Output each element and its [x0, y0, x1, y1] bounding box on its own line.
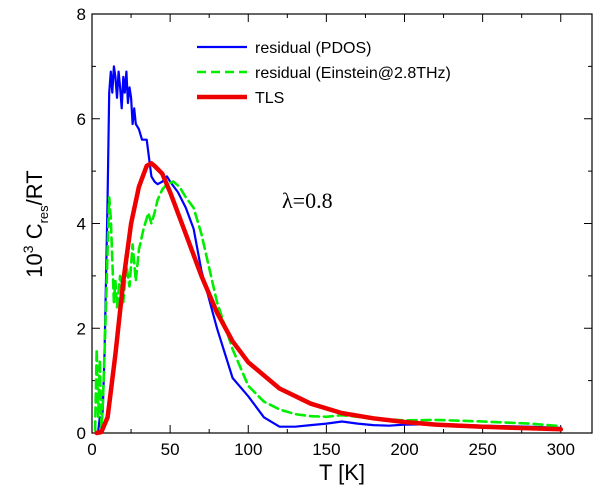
legend-label-2: TLS: [255, 90, 284, 107]
x-tick-label: 150: [312, 440, 340, 459]
y-axis-title-suffix: /RT: [22, 170, 47, 205]
legend-label-0: residual (PDOS): [255, 40, 371, 57]
y-tick-label: 4: [77, 215, 86, 234]
x-tick-label: 300: [547, 440, 575, 459]
y-tick-label: 6: [77, 110, 86, 129]
series-line-0: [97, 65, 562, 432]
legend: residual (PDOS) residual (Einstein@2.8THz…: [197, 40, 451, 107]
y-tick-label: 0: [77, 424, 86, 443]
x-tick-label: 250: [468, 440, 496, 459]
x-tick-label: 0: [87, 440, 96, 459]
legend-label-1: residual (Einstein@2.8THz): [255, 65, 451, 82]
y-tick-label: 2: [77, 319, 86, 338]
x-tick-label: 200: [390, 440, 418, 459]
y-tick-label: 8: [77, 5, 86, 24]
y-axis-title-exponent: 3: [20, 245, 36, 253]
x-tick-label: 100: [234, 440, 262, 459]
x-tick-label: 50: [161, 440, 180, 459]
series-line-2: [94, 161, 564, 436]
y-axis-title-main: C: [22, 223, 47, 245]
y-axis-title: 103 Cres/RT: [20, 170, 51, 277]
x-axis-title: T [K]: [319, 460, 365, 485]
series-line-1: [93, 180, 563, 432]
y-axis-title-prefix: 10: [22, 253, 47, 277]
series-layer: [93, 65, 564, 436]
lambda-annotation: λ=0.8: [282, 188, 333, 213]
y-axis-title-subscript: res: [36, 205, 51, 224]
axis-ticks: 0 50 100 150 200 250 300 0 2 4 6 8: [77, 5, 592, 459]
